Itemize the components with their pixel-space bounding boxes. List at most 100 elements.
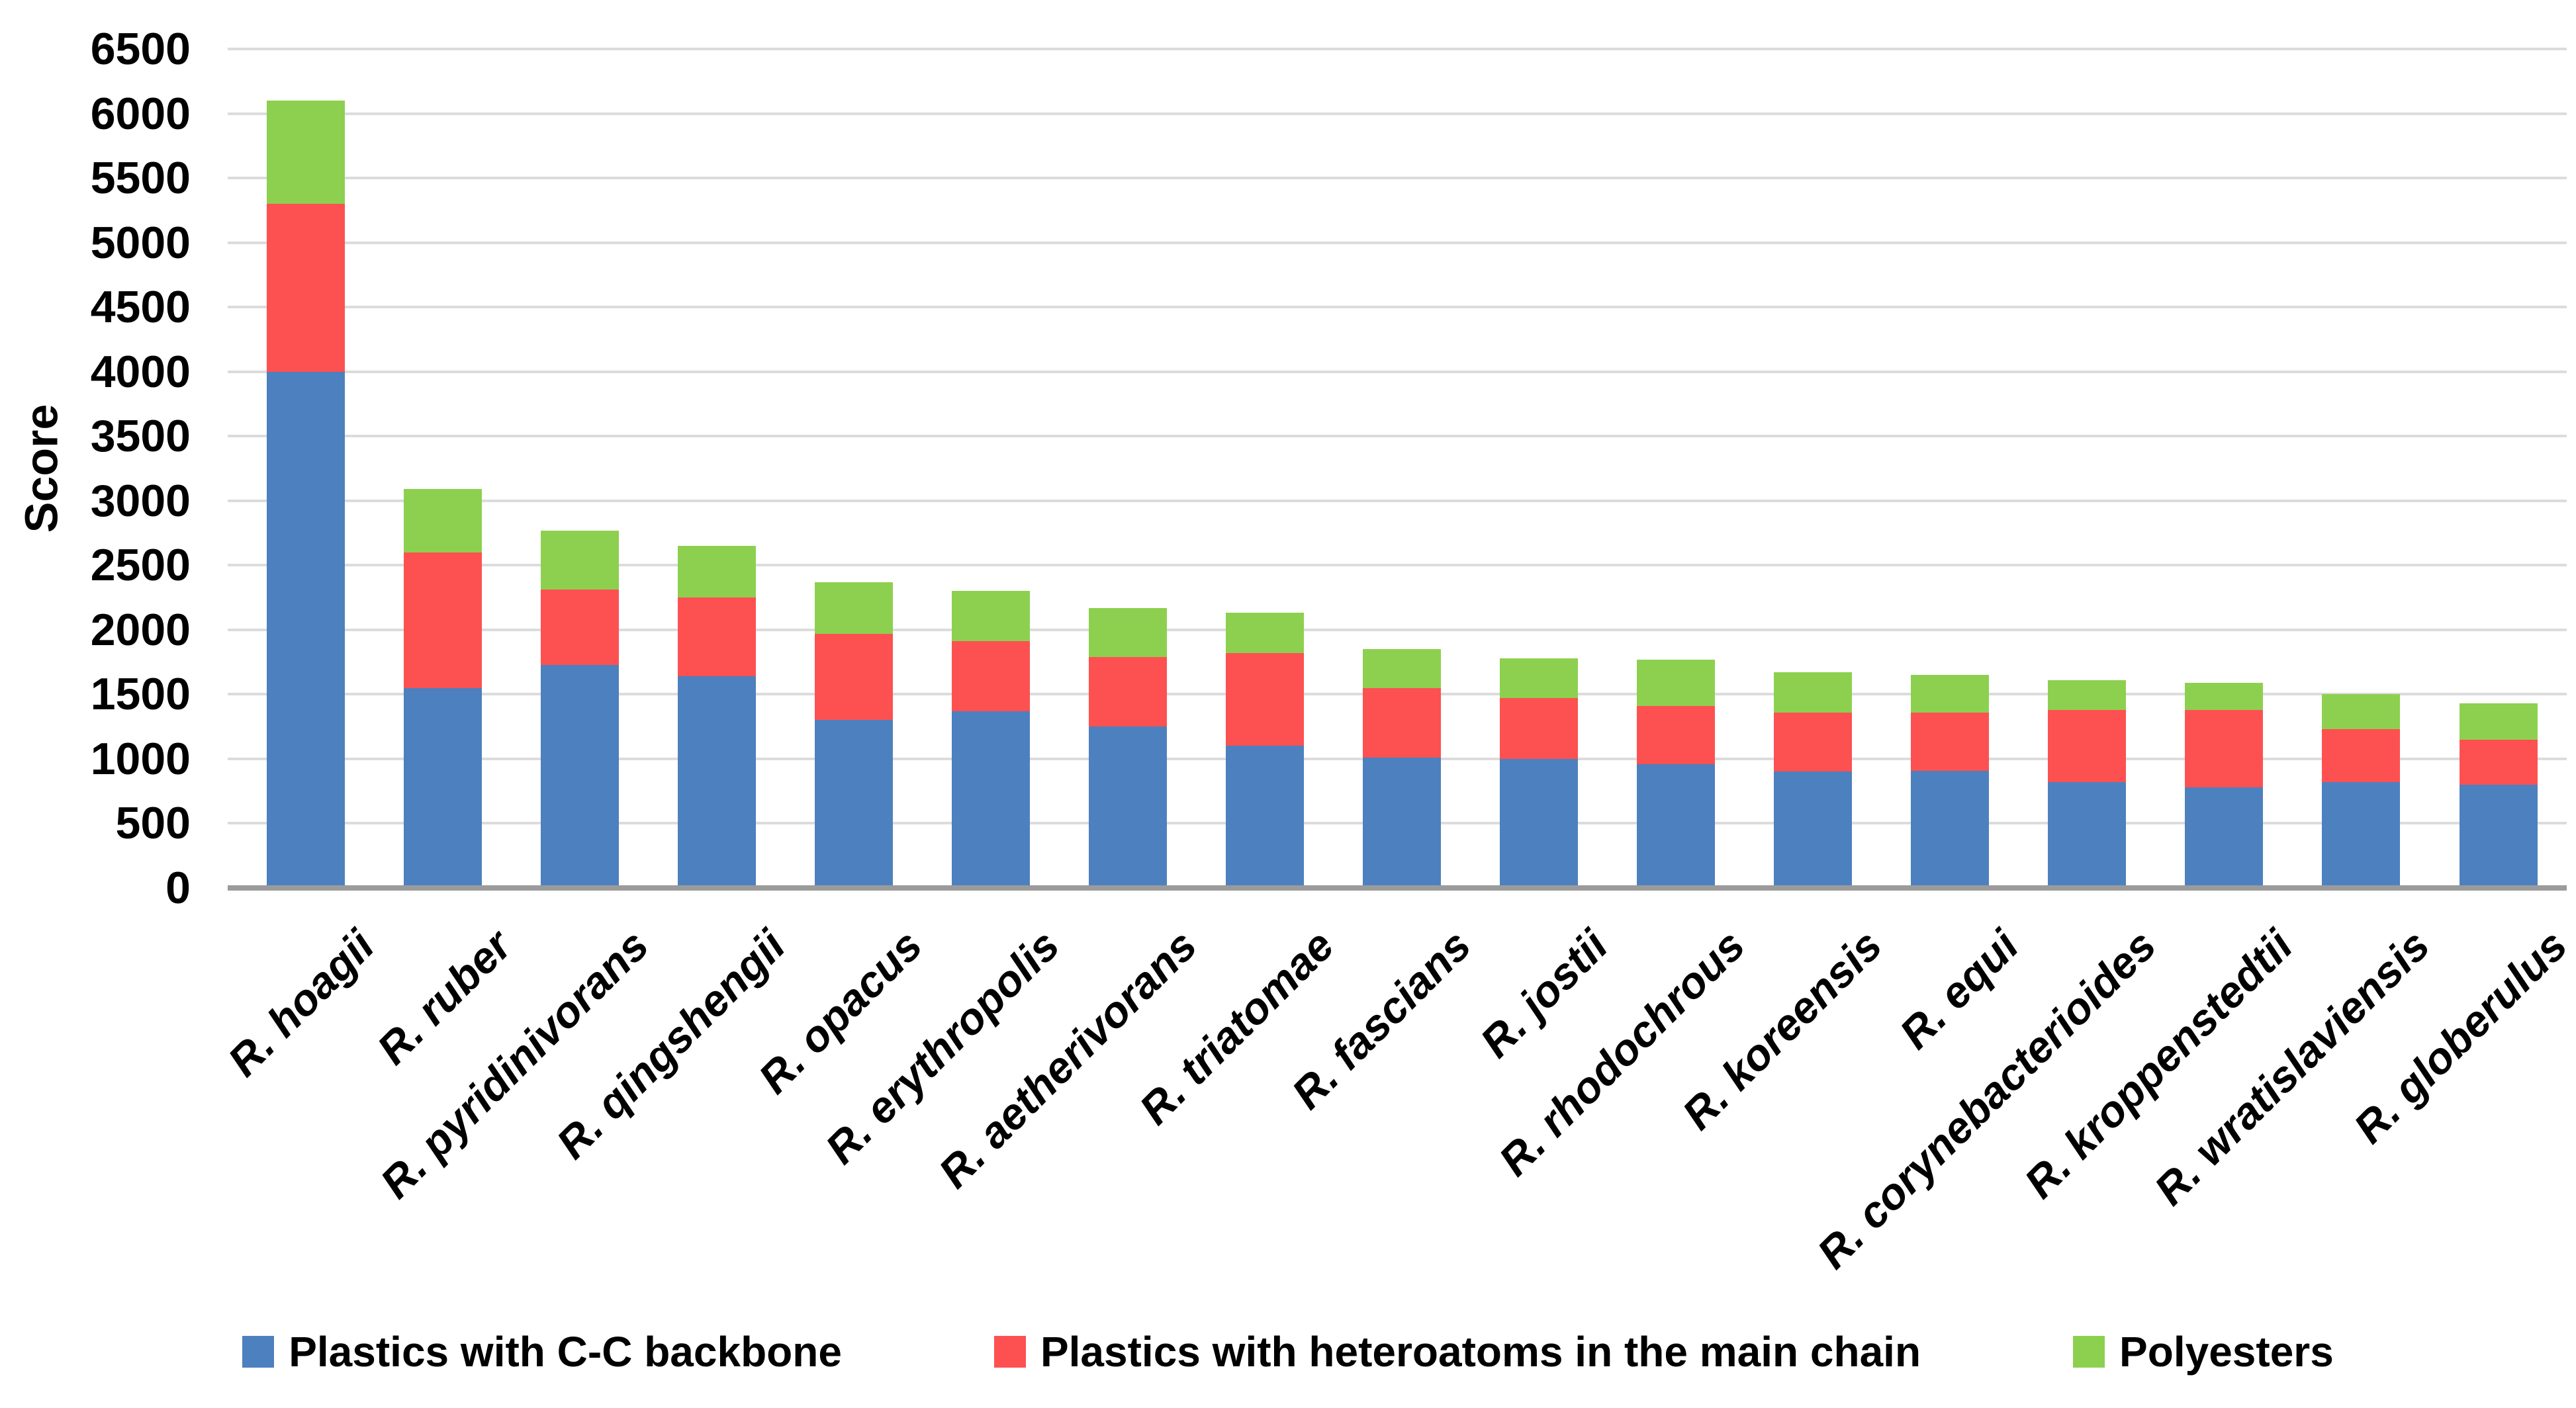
bar-segment: [1911, 712, 1990, 771]
y-tick-label-2000: 2000: [90, 604, 191, 655]
bar-slot-3: [511, 49, 648, 888]
legend-label: Polyesters: [2119, 1328, 2334, 1376]
bar-segment: [814, 633, 893, 721]
bar-stack-r--corynebacterioides: [2048, 680, 2127, 888]
bar-segment: [1088, 607, 1167, 657]
bar-segment: [1225, 652, 1304, 746]
bar-stack-r--rhodochrous: [1637, 659, 1716, 888]
bar-stack-r--hoagii: [266, 101, 345, 888]
bar-segment: [2185, 787, 2264, 888]
bar-segment: [677, 597, 756, 677]
bar-slot-11: [1608, 49, 1745, 888]
x-category-label: R. pyridinivorans: [370, 920, 658, 1208]
bars-layer: [237, 49, 2567, 888]
bar-segment: [814, 582, 893, 634]
legend-key-swatch: [993, 1336, 1026, 1368]
bar-segment: [266, 371, 345, 888]
bar-stack-r--pyridinivorans: [540, 530, 619, 888]
bar-slot-9: [1334, 49, 1471, 888]
bar-segment: [403, 687, 482, 888]
bar-stack-r--fascians: [1363, 649, 1442, 888]
bar-segment: [677, 546, 756, 598]
bar-segment: [540, 664, 619, 888]
y-tick-label-5000: 5000: [90, 217, 191, 268]
gridline-4500: [228, 306, 2567, 309]
bar-segment: [266, 101, 345, 204]
legend-key-swatch: [2073, 1336, 2105, 1368]
legend-label: Plastics with C-C backbone: [289, 1328, 842, 1376]
y-tick-label-3000: 3000: [90, 475, 191, 526]
bar-stack-r--ruber: [403, 489, 482, 888]
bar-segment: [2459, 739, 2538, 785]
bar-segment: [2322, 782, 2401, 888]
gridline-3500: [228, 435, 2567, 438]
legend-item: Polyesters: [2073, 1329, 2334, 1375]
y-tick-label-6500: 6500: [90, 24, 191, 74]
bar-slot-6: [922, 49, 1059, 888]
x-category-label: R. jostii: [1470, 920, 1617, 1067]
legend-item: Plastics with C-C backbone: [242, 1329, 842, 1375]
bar-segment: [1225, 746, 1304, 888]
y-tick-label-1000: 1000: [90, 733, 191, 784]
bar-segment: [403, 489, 482, 552]
bar-stack-r--aetherivorans: [1088, 607, 1167, 888]
bar-segment: [1088, 726, 1167, 888]
bar-segment: [1363, 758, 1442, 888]
bar-segment: [2459, 703, 2538, 740]
gridline-2000: [228, 628, 2567, 631]
bar-segment: [2048, 709, 2127, 782]
y-axis-tick-labels: 0 500 1000 1500 2000 2500 3000 3500 4000 4500 5000…: [0, 26, 191, 910]
gridline-3000: [228, 499, 2567, 502]
legend-item: Plastics with heteroatoms in the main ch…: [993, 1328, 1921, 1376]
bar-segment: [2185, 682, 2264, 710]
y-tick-label-5500: 5500: [90, 153, 191, 204]
bar-slot-12: [1745, 49, 1882, 888]
bar-segment: [1774, 712, 1853, 772]
bar-stack-r--equi: [1911, 675, 1990, 888]
bar-slot-5: [785, 49, 922, 888]
bar-segment: [1637, 764, 1716, 888]
x-category-label: R. rhodochrous: [1489, 920, 1754, 1185]
y-tick-label-2500: 2500: [90, 540, 191, 591]
y-tick-label-4500: 4500: [90, 282, 191, 333]
bar-stack-r--erythropolis: [951, 591, 1030, 888]
bar-segment: [2322, 729, 2401, 782]
bar-segment: [403, 552, 482, 688]
bar-segment: [2048, 782, 2127, 888]
x-category-label: R. aetherivorans: [929, 920, 1206, 1198]
bar-segment: [1500, 758, 1579, 888]
bar-slot-7: [1059, 49, 1196, 888]
x-category-label: R. erythropolis: [815, 920, 1069, 1173]
bar-slot-14: [2019, 49, 2156, 888]
bar-stack-r--qingshengii: [677, 546, 756, 888]
bar-segment: [2459, 784, 2538, 888]
bar-segment: [2185, 709, 2264, 787]
bar-segment: [1637, 659, 1716, 706]
bar-segment: [951, 711, 1030, 888]
x-axis-line: [228, 885, 2567, 891]
bar-segment: [1911, 675, 1990, 713]
x-category-label: R. kroppenstedtii: [2015, 920, 2302, 1208]
bar-segment: [951, 591, 1030, 642]
legend-label: Plastics with heteroatoms in the main ch…: [1040, 1328, 1921, 1376]
bar-stack-r--kroppenstedtii: [2185, 682, 2264, 888]
bar-segment: [1500, 658, 1579, 699]
bar-slot-1: [237, 49, 374, 888]
y-tick-label-3500: 3500: [90, 411, 191, 462]
bar-stack-r--jostii: [1500, 658, 1579, 888]
bar-slot-2: [374, 49, 511, 888]
bar-segment: [814, 720, 893, 888]
bar-segment: [677, 676, 756, 888]
bar-stack-r--globerulus: [2459, 703, 2538, 888]
bar-slot-15: [2156, 49, 2293, 888]
bar-segment: [1363, 687, 1442, 758]
bar-slot-13: [1882, 49, 2019, 888]
bar-segment: [540, 590, 619, 665]
y-tick-label-500: 500: [115, 798, 191, 849]
bar-segment: [540, 530, 619, 590]
bar-stack-r--wratislaviensis: [2322, 694, 2401, 888]
bar-segment: [1500, 698, 1579, 759]
bar-segment: [1774, 771, 1853, 888]
bar-segment: [1911, 770, 1990, 888]
